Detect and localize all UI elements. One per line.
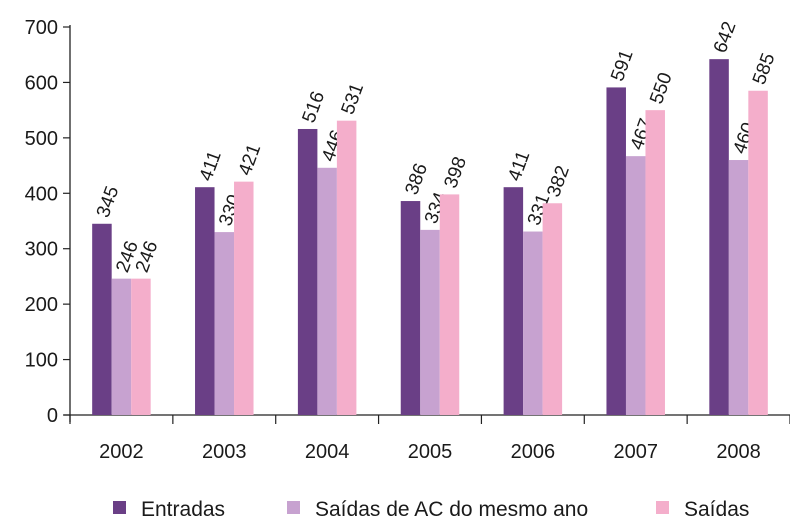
- bar-entradas-2008: [709, 59, 729, 416]
- data-label: 382: [543, 163, 574, 200]
- data-label: 585: [749, 50, 780, 87]
- legend-swatch: [287, 501, 300, 514]
- y-tick-label: 700: [25, 17, 58, 39]
- y-tick-label: 500: [25, 128, 58, 150]
- bar-sa-das-de-ac-do-mesmo-ano-2006: [523, 231, 543, 415]
- x-tick-label: 2006: [511, 441, 556, 463]
- bar-sa-das-de-ac-do-mesmo-ano-2004: [317, 167, 337, 415]
- x-tick-label: 2004: [305, 441, 350, 463]
- y-tick-label: 200: [25, 294, 58, 316]
- data-label: 642: [710, 19, 741, 56]
- x-tick-label: 2008: [716, 441, 761, 463]
- bar-entradas-2007: [606, 87, 626, 415]
- bar-sa-das-de-ac-do-mesmo-ano-2002: [111, 278, 132, 415]
- legend-swatch: [656, 501, 669, 514]
- bar-sa-das-de-ac-do-mesmo-ano-2005: [420, 229, 440, 415]
- x-tick-label: 2005: [408, 441, 453, 463]
- bar-sa-das-2004: [336, 120, 357, 415]
- data-label: 591: [607, 47, 638, 84]
- data-label: 386: [401, 161, 432, 198]
- y-tick-label: 300: [25, 239, 58, 261]
- data-label: 345: [93, 184, 124, 221]
- bar-entradas-2003: [195, 187, 215, 415]
- data-label: 398: [440, 154, 471, 191]
- bar-sa-das-2008: [748, 90, 768, 415]
- y-tick-label: 600: [25, 72, 58, 94]
- bar-entradas-2002: [92, 223, 112, 415]
- bar-entradas-2006: [503, 187, 524, 415]
- data-label: 516: [299, 89, 330, 126]
- bar-sa-das-2003: [234, 181, 254, 415]
- bar-sa-das-de-ac-do-mesmo-ano-2003: [214, 232, 235, 415]
- y-tick-label: 400: [25, 183, 58, 205]
- data-label: 411: [504, 148, 534, 184]
- legend-label: Saídas de AC do mesmo ano: [315, 498, 588, 521]
- bar-sa-das-de-ac-do-mesmo-ano-2007: [625, 156, 646, 416]
- x-tick-label: 2007: [613, 441, 658, 463]
- y-tick-label: 100: [25, 350, 58, 372]
- bar-sa-das-de-ac-do-mesmo-ano-2008: [728, 160, 749, 415]
- x-tick-label: 2002: [99, 441, 144, 463]
- y-tick-label: 0: [47, 405, 58, 427]
- bar-sa-das-2005: [439, 194, 460, 415]
- bar-sa-das-2007: [645, 110, 665, 416]
- data-label: 411: [196, 148, 226, 184]
- data-label: 550: [646, 70, 677, 107]
- x-tick-label: 2003: [202, 441, 247, 463]
- legend-label: Saídas: [684, 498, 749, 521]
- bar-sa-das-2002: [131, 278, 151, 415]
- data-label: 421: [235, 141, 266, 178]
- legend-label: Entradas: [141, 498, 225, 521]
- bar-sa-das-2006: [542, 203, 563, 415]
- bar-entradas-2005: [400, 201, 421, 415]
- bar-entradas-2004: [297, 128, 318, 415]
- data-label: 531: [338, 80, 369, 117]
- legend-swatch: [113, 501, 126, 514]
